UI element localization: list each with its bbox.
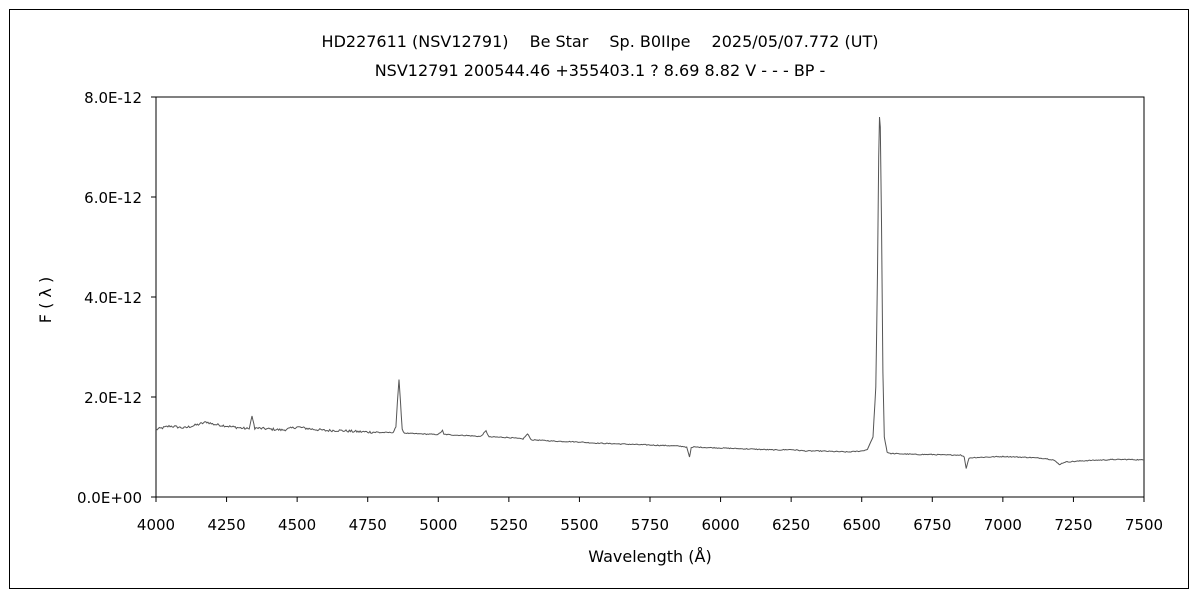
x-tick-label: 4000 [137, 516, 175, 534]
x-tick-label: 5000 [419, 516, 457, 534]
spectrum-line [155, 116, 1145, 469]
x-axis-label: Wavelength (Å) [588, 547, 711, 566]
y-axis-label: F ( λ ) [36, 277, 55, 323]
x-tick-label: 5750 [631, 516, 669, 534]
y-tick-label: 0.0E+00 [77, 489, 142, 507]
x-tick-label: 4500 [278, 516, 316, 534]
x-tick-label: 7250 [1054, 516, 1092, 534]
x-tick-label: 7500 [1125, 516, 1163, 534]
y-tick-label: 8.0E-12 [84, 89, 142, 107]
x-tick-label: 6500 [843, 516, 881, 534]
x-tick-label: 5500 [560, 516, 598, 534]
x-tick-label: 6000 [701, 516, 739, 534]
x-tick-label: 4750 [349, 516, 387, 534]
y-tick-label: 2.0E-12 [84, 389, 142, 407]
x-tick-label: 6250 [772, 516, 810, 534]
x-axis: 4000 4250 4500 4750 5000 5250 5500 5750 6000 6250… [137, 497, 1163, 534]
chart-frame [9, 9, 1189, 589]
plot-area [155, 96, 1145, 498]
x-tick-label: 4250 [207, 516, 245, 534]
y-tick-label: 4.0E-12 [84, 289, 142, 307]
y-axis: 0.0E+00 2.0E-12 4.0E-12 6.0E-12 8.0E-12 [77, 89, 156, 507]
chart-title: HD227611 (NSV12791) Be Star Sp. B0IIpe 2… [321, 32, 879, 51]
chart-subtitle: NSV12791 200544.46 +355403.1 ? 8.69 8.82… [374, 61, 826, 80]
x-tick-label: 6750 [913, 516, 951, 534]
y-tick-label: 6.0E-12 [84, 189, 142, 207]
x-tick-label: 5250 [490, 516, 528, 534]
x-tick-label: 7000 [984, 516, 1022, 534]
